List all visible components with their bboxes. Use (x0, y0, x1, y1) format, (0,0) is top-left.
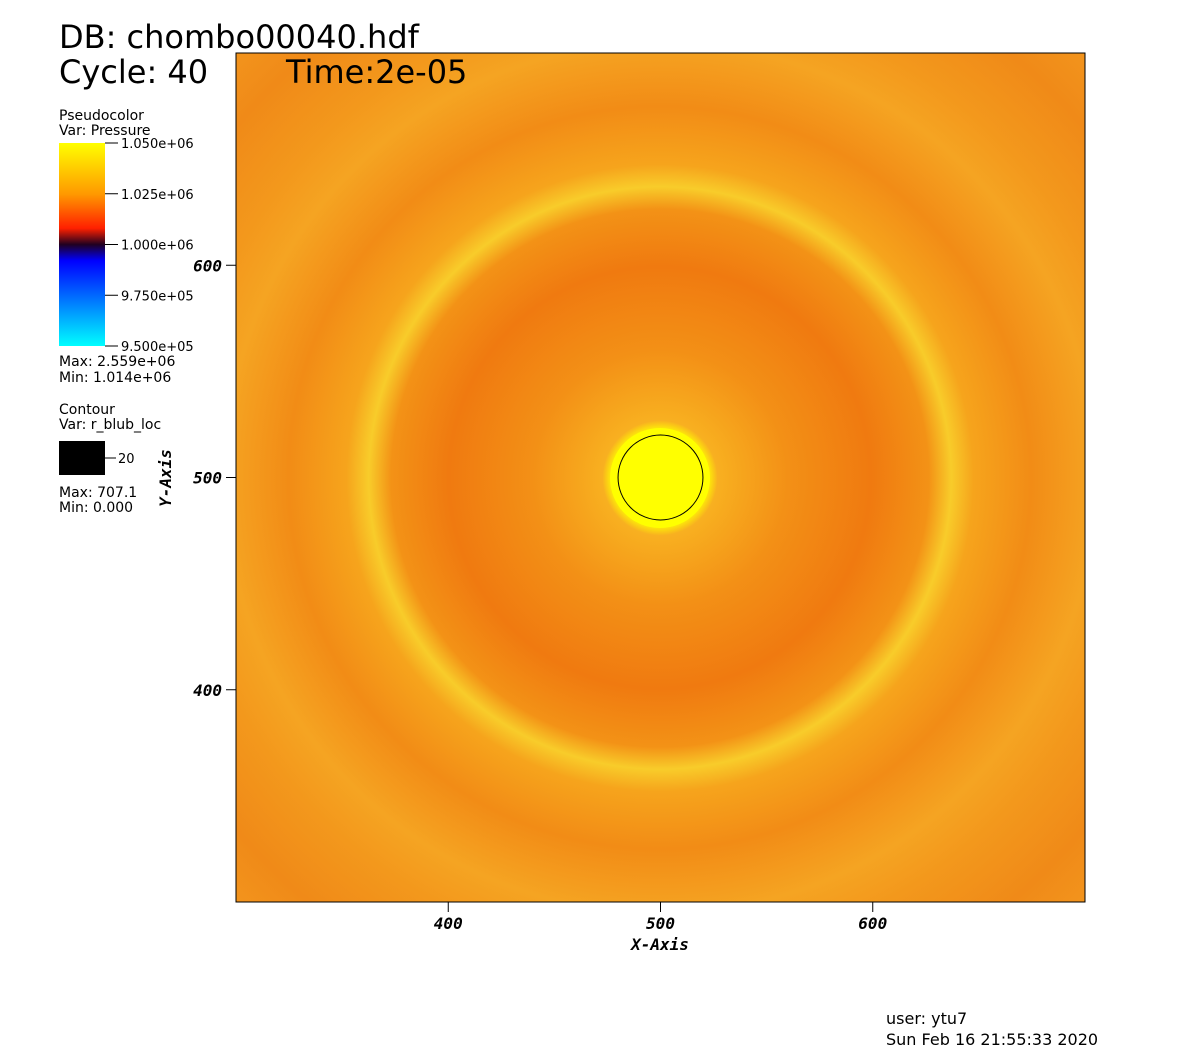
colorbar-tick-label: 1.000e+06 (121, 239, 194, 254)
contour-min: Min: 0.000 (59, 500, 133, 516)
x-tick-label: 600 (858, 914, 887, 933)
colorbar-tick-label: 9.750e+05 (121, 289, 194, 304)
color-bar (59, 143, 105, 346)
legend-title: Pseudocolor (59, 108, 144, 124)
x-tick-label: 400 (434, 914, 463, 933)
contour-line (617, 434, 704, 521)
plot-area (235, 52, 1086, 903)
legend-max: Max: 2.559e+06 (59, 354, 175, 370)
contour-var: Var: r_blub_loc (59, 417, 161, 433)
colorbar-tick-label: 1.025e+06 (121, 188, 194, 203)
date-label: Sun Feb 16 21:55:33 2020 (886, 1030, 1098, 1049)
colorbar-tick-label: 1.050e+06 (121, 137, 194, 152)
y-tick-label: 600 (193, 256, 222, 275)
contour-title: Contour (59, 402, 115, 418)
contour-level: 20 (118, 452, 135, 467)
contour-max: Max: 707.1 (59, 485, 137, 501)
blob (610, 428, 710, 528)
y-tick-label: 500 (193, 469, 222, 488)
legend-var: Var: Pressure (59, 123, 151, 139)
contour-swatch (59, 441, 105, 475)
db-label: DB: chombo00040.hdf (59, 18, 420, 56)
time-label: Time:2e-05 (285, 53, 467, 91)
user-label: user: ytu7 (886, 1009, 967, 1028)
legend-min: Min: 1.014e+06 (59, 370, 171, 386)
x-tick-label: 500 (646, 914, 675, 933)
cycle-label: Cycle: 40 (59, 53, 208, 91)
x-axis-label: X-Axis (629, 935, 689, 954)
y-tick-label: 400 (193, 681, 222, 700)
y-axis-label: Y-Axis (156, 449, 175, 507)
colorbar-tick-label: 9.500e+05 (121, 340, 194, 355)
